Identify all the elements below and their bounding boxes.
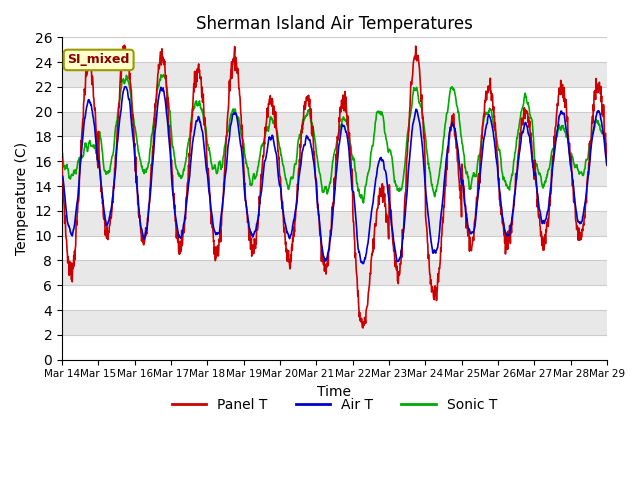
Bar [62, 211, 607, 236]
Panel T [58, 156, 66, 162]
Y-axis label: Temperature (C): Temperature (C) [15, 142, 29, 255]
Air T [420, 161, 428, 167]
Panel T [241, 182, 248, 188]
Bar [62, 136, 607, 161]
Title: Sherman Island Air Temperatures: Sherman Island Air Temperatures [196, 15, 473, 33]
Bar [62, 62, 607, 87]
Air T [180, 222, 188, 228]
Air T [491, 143, 499, 149]
Bar [62, 236, 607, 261]
Air T [166, 151, 174, 156]
Sonic T [539, 185, 547, 191]
Sonic T [241, 150, 248, 156]
Panel T [166, 138, 174, 144]
Line: Sonic T: Sonic T [62, 75, 607, 203]
Air T [359, 261, 367, 266]
Sonic T [603, 142, 611, 148]
Bar [62, 161, 607, 186]
Sonic T [180, 167, 188, 172]
Panel T [420, 135, 428, 141]
Panel T [539, 247, 547, 253]
Bar [62, 261, 607, 285]
Panel T [359, 325, 367, 331]
Air T [121, 84, 129, 90]
Bar [62, 112, 607, 136]
Bar [62, 87, 607, 112]
Line: Panel T: Panel T [62, 45, 607, 328]
Line: Air T: Air T [62, 87, 607, 264]
Panel T [491, 127, 499, 133]
X-axis label: Time: Time [317, 385, 351, 399]
Panel T [603, 163, 611, 168]
Text: SI_mixed: SI_mixed [67, 53, 130, 66]
Sonic T [58, 151, 66, 157]
Sonic T [420, 120, 428, 126]
Bar [62, 285, 607, 310]
Air T [539, 218, 547, 224]
Air T [58, 173, 66, 179]
Bar [62, 186, 607, 211]
Sonic T [360, 200, 367, 206]
Sonic T [166, 114, 174, 120]
Bar [62, 37, 607, 62]
Panel T [121, 42, 129, 48]
Air T [603, 162, 611, 168]
Panel T [180, 228, 188, 234]
Sonic T [157, 72, 164, 78]
Bar [62, 310, 607, 335]
Bar [62, 335, 607, 360]
Legend: Panel T, Air T, Sonic T: Panel T, Air T, Sonic T [166, 392, 503, 417]
Air T [241, 189, 248, 195]
Sonic T [491, 126, 499, 132]
